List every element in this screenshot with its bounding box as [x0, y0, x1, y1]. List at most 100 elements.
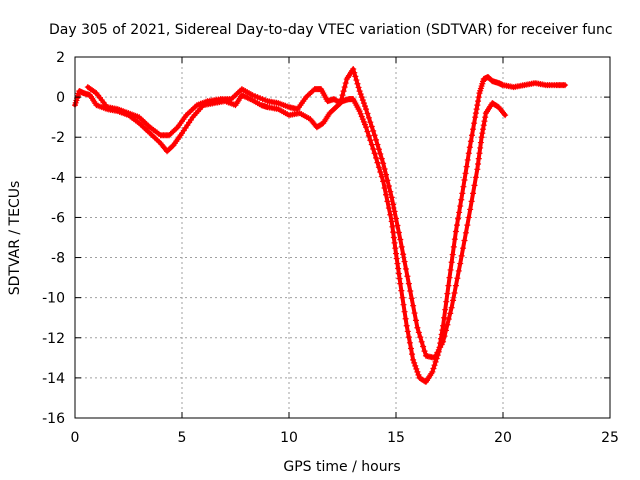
- y-tick-label: -14: [42, 371, 65, 387]
- data-point: [374, 141, 381, 148]
- data-point: [445, 282, 452, 289]
- data-point: [395, 265, 402, 272]
- y-tick-label: -10: [42, 291, 65, 307]
- data-point: [432, 358, 439, 365]
- data-point: [371, 132, 378, 139]
- data-point: [475, 94, 482, 101]
- data-point: [395, 270, 402, 277]
- data-point: [472, 174, 479, 181]
- data-point: [402, 315, 409, 322]
- data-point: [363, 124, 370, 131]
- data-point: [402, 265, 409, 272]
- data-point: [390, 201, 397, 208]
- data-point: [443, 298, 450, 305]
- data-point: [413, 365, 420, 372]
- data-point: [351, 69, 358, 76]
- y-tick-label: -2: [51, 130, 65, 146]
- data-point: [410, 302, 417, 309]
- data-point: [380, 178, 387, 185]
- data-point: [395, 229, 402, 236]
- data-point: [461, 237, 468, 244]
- data-point: [476, 150, 483, 157]
- data-point: [430, 365, 437, 372]
- data-point: [359, 116, 366, 123]
- data-point: [358, 94, 365, 101]
- data-point: [467, 138, 474, 145]
- data-point: [339, 92, 346, 99]
- data-point: [367, 119, 374, 126]
- data-point: [355, 84, 362, 91]
- data-point: [461, 177, 468, 184]
- data-point: [475, 155, 482, 162]
- data-point: [398, 243, 405, 250]
- data-point: [356, 108, 363, 115]
- data-point: [406, 339, 413, 346]
- data-point: [383, 191, 390, 198]
- data-point: [411, 359, 418, 366]
- data-point: [478, 134, 485, 141]
- data-point: [341, 84, 348, 91]
- data-point: [445, 316, 452, 323]
- data-point: [374, 159, 381, 166]
- data-point: [465, 150, 472, 157]
- data-point: [365, 132, 372, 139]
- data-point: [411, 310, 418, 317]
- data-point: [384, 198, 391, 205]
- series-sdtvar-upper: [84, 66, 509, 361]
- data-point: [472, 110, 479, 117]
- data-point: [400, 301, 407, 308]
- y-tick-label: -12: [42, 331, 65, 347]
- data-point: [363, 106, 370, 113]
- data-point: [473, 106, 480, 113]
- data-point: [448, 304, 455, 311]
- x-tick-label: 0: [71, 430, 80, 446]
- data-point: [450, 297, 457, 304]
- data-point: [480, 126, 487, 133]
- chart-title: Day 305 of 2021, Sidereal Day-to-day VTE…: [49, 22, 613, 38]
- data-point: [462, 170, 469, 177]
- data-point: [414, 324, 421, 331]
- data-point: [337, 100, 344, 107]
- data-point: [394, 260, 401, 267]
- data-point: [475, 98, 482, 105]
- data-point: [340, 88, 347, 95]
- data-point: [378, 155, 385, 162]
- data-point: [477, 139, 484, 146]
- data-point: [460, 183, 467, 190]
- data-point: [468, 198, 475, 205]
- data-point: [479, 130, 486, 137]
- y-tick-label: -6: [51, 210, 65, 226]
- data-point: [442, 306, 449, 313]
- y-tick-labels: 2 0 -2 -4 -6 -8 -10 -12 -14 -16: [42, 50, 65, 427]
- data-point: [358, 113, 365, 120]
- data-point: [501, 110, 508, 117]
- data-point: [380, 160, 387, 167]
- data-point: [400, 251, 407, 258]
- data-point: [475, 160, 482, 167]
- data-point: [360, 118, 367, 125]
- data-point: [452, 228, 459, 235]
- data-point: [401, 258, 408, 265]
- data-point: [375, 146, 382, 153]
- data-point: [447, 266, 454, 273]
- data-point: [387, 211, 394, 218]
- data-point: [410, 356, 417, 363]
- data-point: [471, 182, 478, 189]
- x-tick-label: 10: [280, 430, 298, 446]
- data-point: [468, 132, 475, 139]
- data-point: [449, 251, 456, 258]
- data-point: [465, 214, 472, 221]
- data-point: [477, 144, 484, 151]
- data-point: [397, 236, 404, 243]
- data-point: [373, 154, 380, 161]
- data-point: [407, 287, 414, 294]
- x-tick-label: 5: [178, 430, 187, 446]
- data-point: [352, 73, 359, 80]
- data-point: [353, 77, 360, 84]
- x-axis-label: GPS time / hours: [283, 459, 400, 475]
- data-point: [389, 223, 396, 230]
- data-point: [361, 103, 368, 110]
- data-point: [354, 80, 361, 87]
- data-point: [393, 255, 400, 262]
- data-point: [466, 144, 473, 151]
